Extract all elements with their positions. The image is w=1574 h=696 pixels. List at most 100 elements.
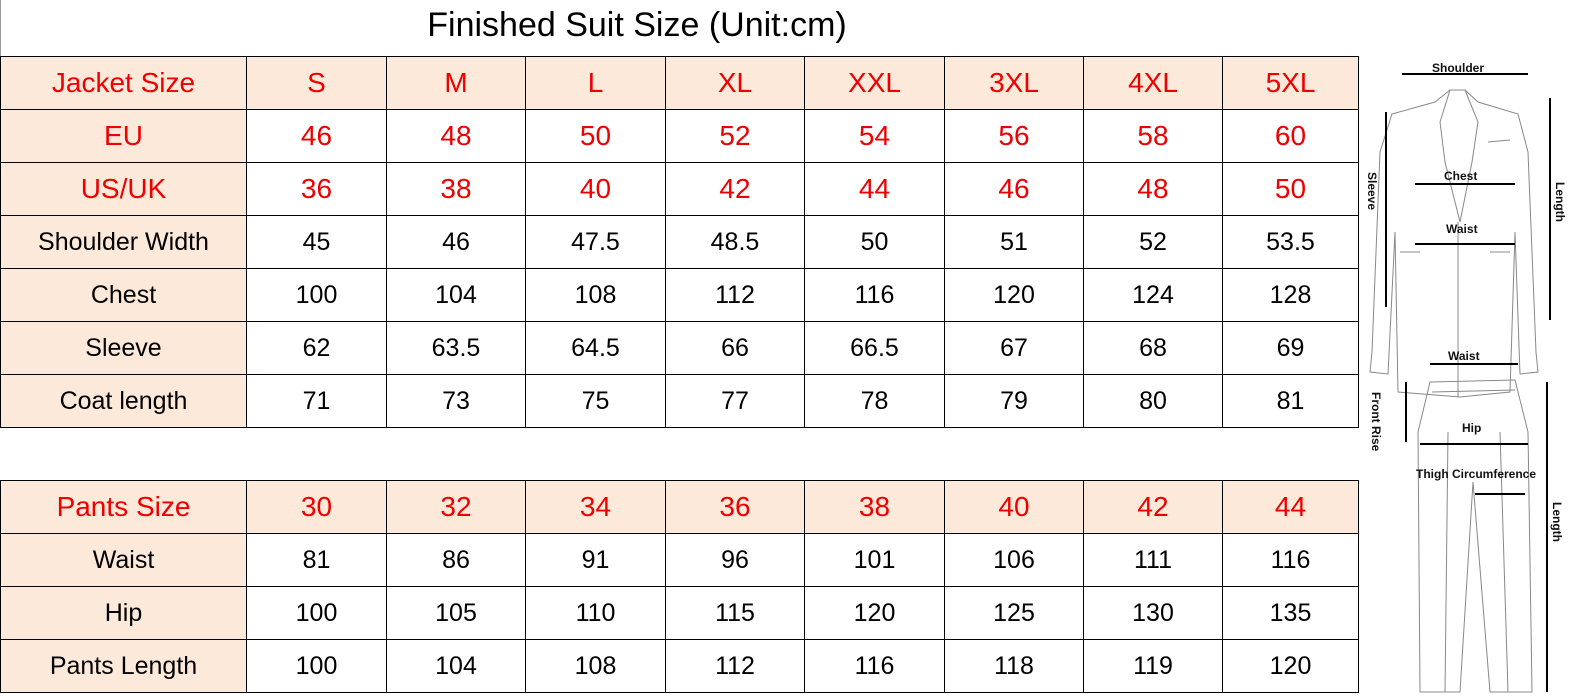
table-cell: 91 — [525, 533, 666, 587]
size-header-cell: 5XL — [1222, 56, 1359, 110]
table-cell: 104 — [386, 639, 526, 693]
thigh-label: Thigh Circumference — [1416, 467, 1536, 481]
size-header-cell: 4XL — [1083, 56, 1223, 110]
table-cell: 100 — [246, 639, 387, 693]
page-edge — [0, 0, 1, 57]
table-cell: 53.5 — [1222, 215, 1359, 269]
size-header-cell: 3XL — [944, 56, 1084, 110]
table-cell: 48.5 — [665, 215, 805, 269]
pants-header-row: Pants Size 30 32 34 36 38 40 42 44 — [0, 480, 1359, 534]
table-cell: 116 — [804, 268, 945, 322]
table-cell: 81 — [246, 533, 387, 587]
size-header-cell: 36 — [665, 480, 805, 534]
pants-length-label: Length — [1550, 502, 1564, 542]
jacket-waist-label: Waist — [1446, 222, 1478, 236]
table-cell: 124 — [1083, 268, 1223, 322]
size-header-cell: 40 — [944, 480, 1084, 534]
table-cell: 115 — [665, 586, 805, 640]
table-cell: 86 — [386, 533, 526, 587]
size-header-cell: M — [386, 56, 526, 110]
table-cell: 130 — [1083, 586, 1223, 640]
table-cell: 112 — [665, 268, 805, 322]
size-header-cell: 42 — [1083, 480, 1223, 534]
table-cell: 60 — [1222, 109, 1359, 163]
table-row: Hip 100 105 110 115 120 125 130 135 — [0, 586, 1359, 640]
pants-size-label: Pants Size — [0, 480, 247, 534]
table-cell: 110 — [525, 586, 666, 640]
table-cell: 40 — [525, 162, 666, 216]
table-cell: 119 — [1083, 639, 1223, 693]
table-cell: 38 — [386, 162, 526, 216]
size-header-cell: 34 — [525, 480, 666, 534]
title-text: Finished Suit Size (Unit:cm) — [427, 6, 847, 44]
table-cell: 120 — [944, 268, 1084, 322]
table-cell: 45 — [246, 215, 387, 269]
row-label: Coat length — [0, 374, 247, 428]
row-label: EU — [0, 109, 247, 163]
table-cell: 63.5 — [386, 321, 526, 375]
table-cell: 51 — [944, 215, 1084, 269]
table-cell: 68 — [1083, 321, 1223, 375]
table-row: EU 46 48 50 52 54 56 58 60 — [0, 109, 1359, 163]
table-cell: 116 — [1222, 533, 1359, 587]
hip-label: Hip — [1462, 421, 1481, 435]
table-cell: 108 — [525, 268, 666, 322]
table-cell: 50 — [525, 109, 666, 163]
table-cell: 64.5 — [525, 321, 666, 375]
table-cell: 36 — [246, 162, 387, 216]
page-title: Finished Suit Size (Unit:cm) — [0, 6, 1358, 45]
row-label: Sleeve — [0, 321, 247, 375]
table-row: US/UK 36 38 40 42 44 46 48 50 — [0, 162, 1359, 216]
table-cell: 71 — [246, 374, 387, 428]
table-row: Sleeve 62 63.5 64.5 66 66.5 67 68 69 — [0, 321, 1359, 375]
table-cell: 66 — [665, 321, 805, 375]
row-label: Shoulder Width — [0, 215, 247, 269]
table-cell: 116 — [804, 639, 945, 693]
table-cell: 104 — [386, 268, 526, 322]
pants-drawing: Waist Front Rise Hip Thigh Circumference… — [1369, 349, 1564, 693]
table-cell: 81 — [1222, 374, 1359, 428]
row-label: US/UK — [0, 162, 247, 216]
spacer-cell — [0, 427, 1359, 481]
table-cell: 46 — [246, 109, 387, 163]
table-cell: 52 — [1083, 215, 1223, 269]
table-cell: 108 — [525, 639, 666, 693]
table-cell: 46 — [386, 215, 526, 269]
table-row: Coat length 71 73 75 77 78 79 80 81 — [0, 374, 1359, 428]
size-header-cell: 30 — [246, 480, 387, 534]
size-header-cell: XXL — [804, 56, 945, 110]
table-cell: 42 — [665, 162, 805, 216]
table-cell: 77 — [665, 374, 805, 428]
size-header-cell: 38 — [804, 480, 945, 534]
row-label: Pants Length — [0, 639, 247, 693]
table-cell: 100 — [246, 268, 387, 322]
table-cell: 52 — [665, 109, 805, 163]
table-cell: 78 — [804, 374, 945, 428]
table-cell: 100 — [246, 586, 387, 640]
table-cell: 79 — [944, 374, 1084, 428]
jacket-header-row: Jacket Size S M L XL XXL 3XL 4XL 5XL — [0, 56, 1359, 110]
table-cell: 111 — [1083, 533, 1223, 587]
jacket-size-label: Jacket Size — [0, 56, 247, 110]
table-cell: 48 — [386, 109, 526, 163]
row-label: Waist — [0, 533, 247, 587]
table-cell: 128 — [1222, 268, 1359, 322]
size-header-cell: S — [246, 56, 387, 110]
table-cell: 50 — [1222, 162, 1359, 216]
table-cell: 46 — [944, 162, 1084, 216]
shoulder-label: Shoulder — [1432, 61, 1484, 75]
table-cell: 66.5 — [804, 321, 945, 375]
sleeve-label: Sleeve — [1365, 172, 1379, 210]
pants-waist-label: Waist — [1448, 349, 1480, 363]
table-cell: 75 — [525, 374, 666, 428]
table-cell: 67 — [944, 321, 1084, 375]
table-cell: 54 — [804, 109, 945, 163]
spacer-row — [0, 427, 1359, 481]
table-cell: 48 — [1083, 162, 1223, 216]
table-row: Waist 81 86 91 96 101 106 111 116 — [0, 533, 1359, 587]
size-header-cell: 44 — [1222, 480, 1359, 534]
table-cell: 73 — [386, 374, 526, 428]
table-cell: 50 — [804, 215, 945, 269]
front-rise-label: Front Rise — [1369, 392, 1383, 452]
table-row: Pants Length 100 104 108 112 116 118 119 120 — [0, 639, 1359, 693]
